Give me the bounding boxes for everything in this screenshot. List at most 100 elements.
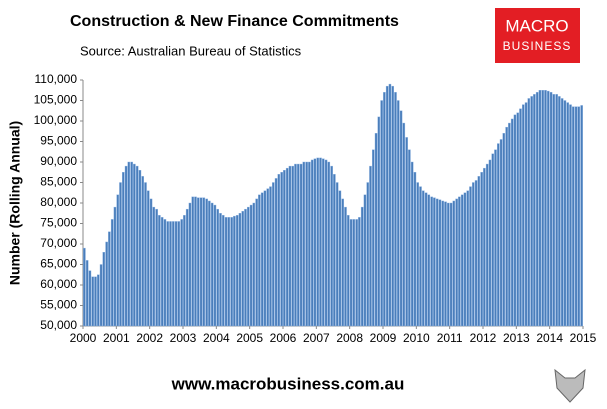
bar [352,219,356,327]
bar [538,90,542,327]
bar [260,192,264,327]
bar [119,182,122,327]
bar [210,202,214,327]
y-tick-label: 95,000 [40,134,77,148]
bar [533,94,536,327]
bar [274,178,278,327]
bar [327,161,331,327]
bar [83,247,86,327]
bar [474,180,478,327]
bar [255,198,258,327]
bar [524,102,528,327]
bar [235,215,239,327]
bar [213,204,217,327]
bar [283,169,286,327]
bar [452,200,456,327]
bar [444,201,447,327]
bar [419,186,422,327]
bar [94,276,97,327]
bar [122,172,125,327]
bar [316,157,319,327]
x-tick-label: 2014 [536,331,563,345]
bar [549,92,553,327]
bar [430,196,433,327]
bar [258,194,261,327]
bar [124,165,128,327]
bar [108,231,111,327]
bar [163,219,167,327]
bar [238,213,242,327]
bar [455,198,458,327]
x-tick-label: 2003 [170,331,197,345]
bar [558,96,561,327]
x-tick-label: 2002 [136,331,163,345]
x-tick-label: 2001 [103,331,130,345]
bar [547,90,550,327]
bar [297,163,300,327]
bar [302,161,306,327]
brand-logo [495,8,580,63]
bar [135,165,139,327]
bar [530,96,533,327]
bar [516,112,519,327]
bar [497,143,500,327]
bar [97,274,100,327]
bar [344,206,347,327]
bar [508,122,511,327]
bar [216,208,219,327]
bar [174,221,178,327]
bar [510,118,514,327]
bar [377,116,381,327]
bar [363,194,367,327]
bar [577,106,581,327]
bar [458,196,461,327]
x-tick-label: 2012 [470,331,497,345]
bar [494,149,497,327]
bar [177,221,181,327]
bar [402,122,406,327]
bar [138,169,142,327]
y-tick-label: 100,000 [34,113,78,127]
bar [349,219,353,327]
bar [355,219,358,327]
bar [219,213,222,327]
bar [569,104,572,327]
x-tick-label: 2010 [403,331,430,345]
chart-title: Construction & New Finance Commitments [70,13,399,30]
bar [519,108,522,327]
bar [285,167,289,327]
bar [441,200,444,327]
bar [580,105,583,327]
x-tick-label: 2008 [336,331,363,345]
bar [305,161,308,327]
bar [241,210,244,327]
bar [399,110,403,327]
bar [133,163,136,327]
bar [369,165,372,327]
bar [541,90,544,327]
x-tick-label: 2004 [203,331,230,345]
bar [244,208,247,327]
website: www.macrobusiness.com.au [171,374,405,393]
brand-text: MACRO [505,16,568,35]
bar [183,215,186,327]
bar [227,217,231,327]
bar [391,85,394,327]
bar [466,190,469,327]
bar [424,192,428,327]
bar [347,215,350,327]
bar [272,182,275,327]
bar [144,182,147,327]
x-tick-label: 2007 [303,331,330,345]
bar [205,198,208,327]
bar [383,92,386,327]
bar [169,221,172,327]
bar [527,98,531,327]
bar [416,182,419,327]
bar [544,90,547,327]
bar [438,199,442,327]
bar [110,219,114,327]
y-tick-label: 80,000 [40,195,77,209]
brand-text: BUSINESS [503,39,572,53]
bar [319,157,322,327]
